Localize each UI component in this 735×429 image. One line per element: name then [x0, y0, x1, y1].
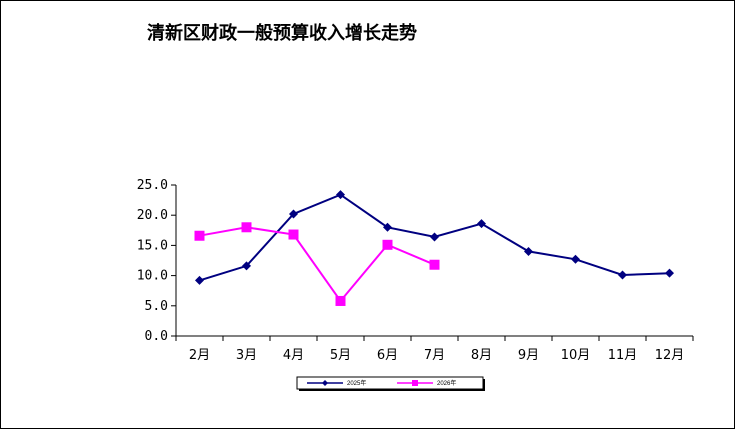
y-tick-label: 20.0	[137, 208, 168, 223]
data-point	[195, 275, 204, 285]
x-tick-label: 12月	[655, 348, 685, 363]
y-tick-label: 15.0	[137, 238, 168, 253]
x-tick-label: 3月	[236, 348, 257, 363]
x-tick-label: 2月	[189, 348, 210, 363]
series-layer	[194, 190, 674, 306]
x-tick-label: 8月	[471, 348, 492, 363]
x-tick-label: 7月	[424, 348, 445, 363]
x-tick-label: 11月	[608, 348, 638, 363]
x-tick-label: 10月	[561, 348, 591, 363]
data-point	[383, 222, 392, 232]
series-line	[199, 226, 435, 303]
data-point	[288, 229, 299, 240]
chart-title: 清新区财政一般预算收入增长走势	[147, 23, 417, 44]
x-tick-label: 5月	[330, 348, 351, 363]
legend-box	[296, 376, 484, 390]
data-point	[289, 209, 298, 219]
data-point	[618, 270, 627, 280]
y-tick-label: 5.0	[145, 299, 168, 314]
data-point	[524, 246, 533, 256]
data-point	[665, 268, 674, 278]
data-point	[242, 261, 251, 271]
x-tick-label: 6月	[377, 348, 398, 363]
y-tick-label: 10.0	[137, 269, 168, 284]
series-2	[194, 222, 440, 306]
y-tick-label: 0.0	[145, 329, 168, 344]
data-point	[571, 254, 580, 264]
data-point	[430, 232, 439, 242]
legend-marker	[412, 380, 418, 386]
data-point	[336, 190, 345, 200]
data-point	[477, 219, 486, 229]
series-1	[195, 190, 674, 285]
y-tick-label: 25.0	[137, 178, 168, 193]
x-tick-label: 9月	[518, 348, 539, 363]
data-point	[382, 239, 393, 250]
x-tick-label: 4月	[283, 348, 304, 363]
chart-axes: 0.0 5.0 10.0 15.0 20.0 25.0 2月 3月 4月 5月 6月 7月 8月 9月 10…	[137, 178, 694, 363]
legend-label: 2025年	[347, 379, 366, 387]
data-point	[194, 230, 205, 241]
data-point	[335, 295, 346, 306]
data-point	[241, 222, 252, 233]
legend: 2025年 2026年	[296, 376, 485, 391]
data-point	[429, 259, 440, 270]
legend-label: 2026年	[437, 379, 456, 387]
legend-marker	[322, 380, 328, 386]
